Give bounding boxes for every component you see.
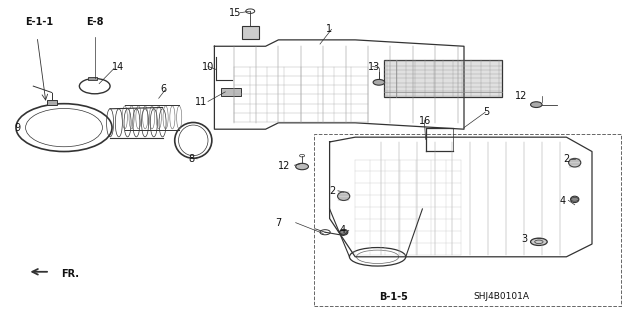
Text: 10: 10 — [202, 62, 214, 72]
Circle shape — [340, 230, 348, 234]
Text: 7: 7 — [275, 218, 282, 228]
Bar — [47, 100, 57, 105]
Text: 2: 2 — [563, 154, 570, 165]
Text: 14: 14 — [112, 62, 124, 72]
Text: SHJ4B0101A: SHJ4B0101A — [474, 292, 530, 301]
Text: E-8: E-8 — [86, 17, 104, 27]
Text: 15: 15 — [229, 8, 241, 18]
Text: 5: 5 — [483, 107, 490, 117]
Text: 12: 12 — [278, 161, 291, 171]
Text: 8: 8 — [189, 154, 195, 165]
Circle shape — [296, 163, 308, 170]
Text: 3: 3 — [522, 234, 528, 244]
Circle shape — [373, 79, 385, 85]
Text: 4: 4 — [339, 225, 346, 235]
Ellipse shape — [339, 229, 348, 235]
Text: 11: 11 — [195, 97, 207, 107]
Bar — [88, 77, 97, 80]
Text: 1: 1 — [326, 24, 333, 34]
Ellipse shape — [571, 196, 579, 203]
Text: 12: 12 — [515, 91, 527, 101]
Ellipse shape — [531, 238, 547, 246]
Text: 6: 6 — [160, 84, 166, 94]
Text: 2: 2 — [330, 186, 336, 197]
Text: 9: 9 — [14, 122, 20, 133]
Circle shape — [531, 102, 542, 108]
Text: FR.: FR. — [61, 269, 79, 279]
Circle shape — [571, 197, 579, 201]
Text: E-1-1: E-1-1 — [26, 17, 54, 27]
Bar — [314, 134, 621, 306]
Ellipse shape — [569, 159, 581, 167]
Text: B-1-5: B-1-5 — [380, 292, 408, 302]
Bar — [221, 88, 241, 96]
Text: 13: 13 — [368, 62, 380, 72]
Text: 4: 4 — [560, 196, 566, 206]
Text: 16: 16 — [419, 116, 431, 126]
Bar — [242, 26, 259, 39]
Bar — [384, 60, 502, 97]
Ellipse shape — [338, 192, 349, 201]
